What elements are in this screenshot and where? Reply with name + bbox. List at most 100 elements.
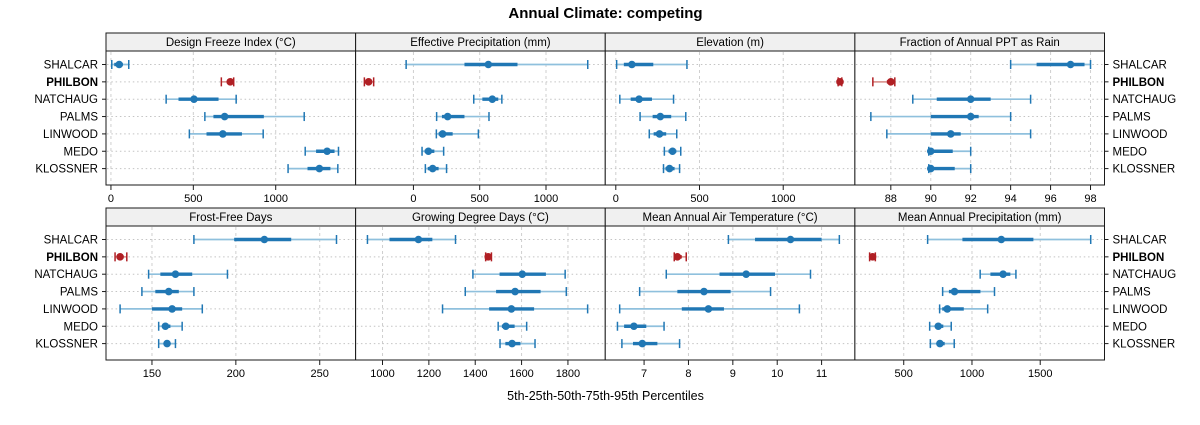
- percentile-row-shalcar: [111, 60, 130, 69]
- site-label-left-palms: PALMS: [60, 112, 98, 124]
- percentile-row-medo: [926, 146, 972, 156]
- panel-box: [854, 50, 1105, 186]
- site-label-right-shalcar: SHALCAR: [1113, 235, 1167, 247]
- tick-label: 500: [690, 193, 708, 205]
- median-dot: [868, 253, 877, 261]
- chart-title: Annual Climate: competing: [508, 5, 703, 22]
- median-dot: [635, 95, 643, 103]
- median-dot: [443, 112, 452, 121]
- median-dot: [226, 78, 235, 86]
- median-dot: [997, 235, 1006, 244]
- site-label-left-philbon: PHILBON: [46, 77, 98, 89]
- site-label-right-natchaug: NATCHAUG: [1113, 269, 1177, 281]
- site-label-left-linwood: LINWOOD: [43, 304, 98, 316]
- tick-label: 0: [108, 193, 114, 205]
- tick-label: 98: [1084, 193, 1096, 205]
- percentile-row-medo: [421, 146, 445, 156]
- percentile-row-philbon: [872, 77, 896, 87]
- percentile-row-palms: [639, 112, 687, 122]
- tick-label: 0: [410, 193, 416, 205]
- percentile-row-klossner: [621, 339, 681, 349]
- median-dot: [673, 253, 682, 261]
- median-dot: [518, 270, 527, 279]
- tick-label: 200: [227, 368, 245, 380]
- percentile-row-philbon: [836, 77, 844, 87]
- panel-box: [355, 225, 606, 361]
- percentile-row-linwood: [441, 304, 589, 314]
- percentile-row-shalcar: [727, 235, 841, 244]
- median-dot: [950, 287, 959, 296]
- tick-label: 8: [685, 368, 691, 380]
- panel-frost-free-days: Frost-Free Days 150 200 250: [105, 207, 357, 380]
- percentile-row-natchaug: [472, 269, 566, 279]
- site-label-right-palms: PALMS: [1113, 112, 1151, 124]
- percentile-row-natchaug: [147, 269, 229, 279]
- median-dot: [946, 130, 955, 138]
- median-dot: [364, 78, 373, 86]
- median-dot: [934, 322, 943, 331]
- site-label-right-linwood: LINWOOD: [1113, 304, 1168, 316]
- percentile-row-medo: [663, 146, 682, 156]
- percentile-row-klossner: [929, 339, 955, 349]
- median-dot: [836, 78, 844, 86]
- site-label-left-klossner: KLOSSNER: [35, 339, 98, 351]
- strip-title: Effective Precipitation (mm): [410, 37, 551, 49]
- median-dot: [315, 164, 324, 173]
- median-dot: [511, 287, 519, 296]
- site-label-left-klossner: KLOSSNER: [35, 164, 98, 176]
- strip-title: Frost-Free Days: [189, 212, 272, 224]
- tick-label: 10: [771, 368, 783, 380]
- median-dot: [488, 95, 497, 103]
- tick-label: 150: [143, 368, 161, 380]
- median-dot: [638, 339, 647, 348]
- median-dot: [742, 270, 750, 279]
- percentile-row-linwood: [938, 304, 989, 314]
- median-dot: [438, 130, 447, 138]
- median-dot: [502, 322, 510, 331]
- percentile-row-klossner: [499, 339, 536, 349]
- tick-label: 94: [1005, 193, 1017, 205]
- median-dot: [704, 305, 713, 313]
- percentile-row-palms: [141, 287, 195, 297]
- median-dot: [508, 339, 516, 348]
- median-dot: [161, 322, 170, 331]
- median-dot: [700, 287, 708, 296]
- percentile-row-linwood: [618, 304, 801, 314]
- median-dot: [171, 270, 180, 279]
- median-dot: [484, 60, 493, 69]
- site-label-left-medo: MEDO: [64, 321, 99, 333]
- site-label-left-palms: PALMS: [60, 287, 98, 299]
- tick-label: 250: [311, 368, 329, 380]
- percentile-row-linwood: [648, 129, 678, 139]
- tick-label: 96: [1044, 193, 1056, 205]
- percentile-row-linwood: [886, 129, 1032, 139]
- median-dot: [260, 235, 269, 244]
- median-dot: [168, 305, 176, 313]
- panel-elevation-m: Elevation (m) 0 500 1000: [604, 32, 856, 205]
- site-label-left-shalcar: SHALCAR: [44, 60, 98, 72]
- site-label-right-palms: PALMS: [1113, 287, 1151, 299]
- percentile-row-philbon: [673, 252, 687, 262]
- median-dot: [966, 112, 975, 121]
- median-dot: [1066, 60, 1075, 69]
- panel-box: [604, 50, 856, 186]
- median-dot: [163, 339, 171, 348]
- median-dot: [414, 235, 423, 244]
- panel-mean-annual-air-temperature-c: Mean Annual Air Temperature (°C) 7 8 9 10 11: [604, 207, 856, 380]
- percentile-row-shalcar: [193, 235, 338, 244]
- percentile-row-shalcar: [926, 235, 1092, 244]
- median-dot: [630, 322, 638, 331]
- tick-label: 1200: [417, 368, 441, 380]
- percentile-row-linwood: [188, 129, 264, 139]
- tick-label: 9: [730, 368, 736, 380]
- site-label-left-natchaug: NATCHAUG: [34, 269, 98, 281]
- site-label-right-natchaug: NATCHAUG: [1113, 94, 1177, 106]
- percentile-row-natchaug: [665, 269, 812, 279]
- median-dot: [966, 95, 975, 103]
- percentile-row-medo: [497, 321, 528, 331]
- percentile-row-natchaug: [619, 94, 675, 104]
- median-dot: [164, 287, 173, 296]
- percentile-row-klossner: [287, 164, 339, 174]
- panel-box: [105, 225, 357, 361]
- tick-label: 1000: [771, 193, 795, 205]
